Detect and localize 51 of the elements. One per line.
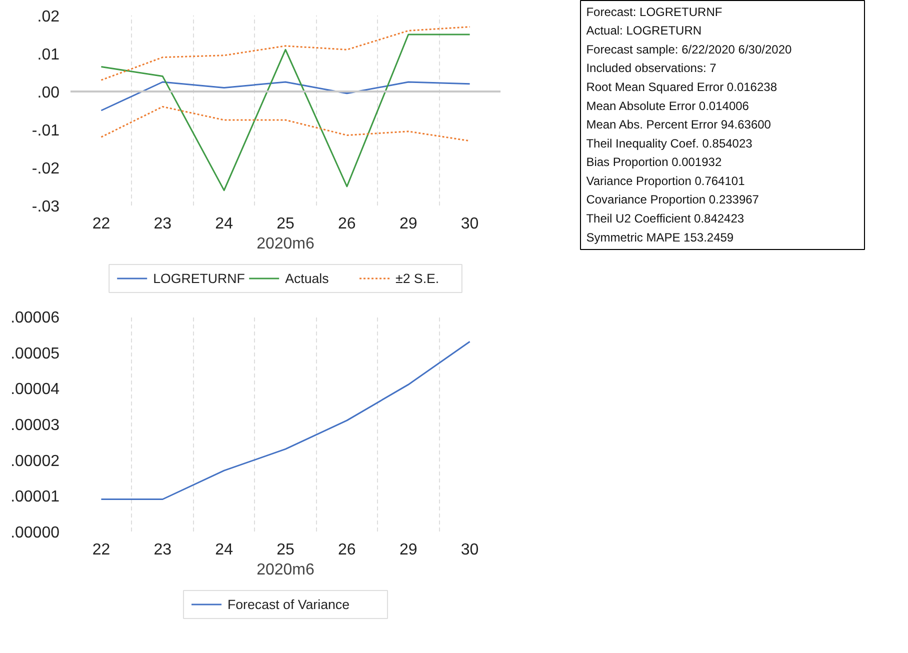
- legend-label: ±2 S.E.: [396, 271, 440, 286]
- x-tick-label: 22: [92, 542, 110, 558]
- text: Included observations: 7: [586, 61, 717, 76]
- x-tick-label: 22: [92, 216, 110, 232]
- x-tick-label: 29: [399, 216, 418, 232]
- legend-label: Forecast of Variance: [228, 597, 350, 612]
- legend-label: LOGRETURNF: [153, 271, 245, 286]
- x-tick-label: 30: [460, 542, 479, 558]
- x-axis-title: 2020m6: [256, 236, 315, 252]
- x-tick-label: 25: [276, 542, 294, 558]
- text: Actual: LOGRETURN: [586, 24, 702, 38]
- text: Mean Abs. Percent Error 94.63600: [586, 118, 772, 132]
- text: Covariance Proportion 0.233967: [586, 192, 760, 207]
- y-tick-label: .00001: [10, 488, 60, 506]
- text: Forecast sample: 6/22/2020 6/30/2020: [586, 42, 792, 56]
- line-series: [100, 81, 471, 112]
- y-tick-label: .00003: [10, 417, 60, 434]
- text: Symmetric MAPE 153.2459: [586, 230, 734, 244]
- x-tick-label: 26: [338, 216, 356, 232]
- line-series: [100, 26, 471, 81]
- x-tick-label: 25: [276, 216, 294, 232]
- y-tick-label: .00000: [10, 524, 60, 542]
- x-tick-label: 26: [338, 542, 356, 558]
- x-tick-label: 30: [460, 216, 479, 232]
- text: Mean Absolute Error 0.014006: [586, 98, 750, 113]
- text: Forecast: LOGRETURNF: [586, 4, 722, 19]
- text: Root Mean Squared Error 0.016238: [586, 80, 778, 94]
- line-series: [100, 340, 471, 500]
- y-tick-label: .01: [37, 46, 60, 64]
- legend-label: Actuals: [285, 271, 330, 286]
- x-tick-label: 23: [154, 542, 172, 558]
- x-tick-label: 29: [399, 542, 418, 558]
- y-tick-label: .00006: [10, 310, 60, 326]
- y-tick-label: -.03: [32, 198, 60, 216]
- y-tick-label: .00004: [10, 381, 60, 398]
- x-tick-label: 24: [215, 216, 234, 232]
- text: Theil U2 Coefficient 0.842423: [586, 212, 744, 226]
- y-tick-label: .00005: [10, 345, 60, 362]
- y-tick-label: .00: [37, 84, 60, 102]
- text: Bias Proportion 0.001932: [586, 155, 722, 170]
- x-tick-label: 24: [215, 542, 234, 558]
- x-tick-label: 23: [154, 216, 172, 232]
- y-tick-label: .02: [37, 8, 60, 26]
- x-axis-title: 2020m6: [256, 562, 315, 578]
- y-tick-label: .00002: [10, 452, 60, 470]
- line-series: [100, 34, 471, 192]
- y-tick-label: -.01: [32, 122, 60, 140]
- text: Variance Proportion 0.764101: [586, 174, 746, 188]
- line-series: [100, 106, 471, 142]
- y-tick-label: -.02: [32, 160, 60, 178]
- text: Theil Inequality Coef. 0.854023: [586, 136, 753, 150]
